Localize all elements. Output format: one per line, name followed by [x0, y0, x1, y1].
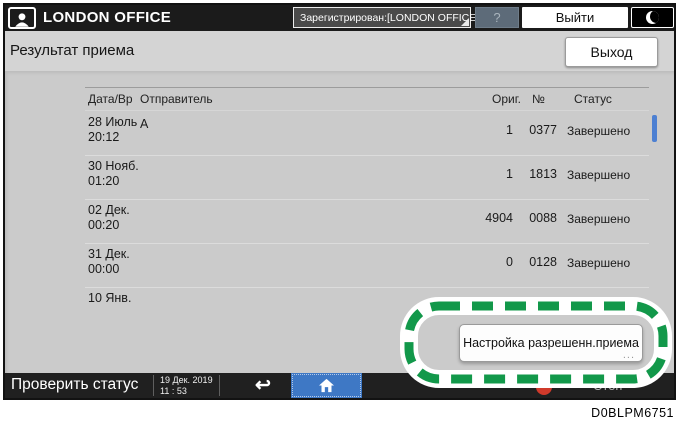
- exit-button[interactable]: Выход: [565, 37, 658, 67]
- home-button[interactable]: [291, 373, 362, 398]
- table-row[interactable]: 30 Нояб. 01:20 1 1813 Завершено: [5, 156, 674, 200]
- reception-result-panel: Дата/Вр Отправитель Ориг. № Статус 28 Ию…: [5, 71, 674, 377]
- user-name: LONDON OFFICE: [43, 9, 172, 26]
- cell-number: 0088: [529, 211, 557, 225]
- column-header-date: Дата/Вр: [88, 92, 133, 106]
- cell-status: Завершено: [567, 124, 631, 138]
- table-top-rule: [85, 87, 649, 88]
- device-screen: LONDON OFFICE Зарегистрирован:[LONDON OF…: [3, 3, 676, 400]
- footer-date: 19 Дек. 2019: [160, 375, 213, 385]
- cell-sender: A: [140, 117, 149, 131]
- footer-time: 11 : 53: [160, 385, 187, 396]
- row-divider: [85, 287, 649, 288]
- cell-date: 10 Янв.: [88, 291, 132, 305]
- sleep-mode-button[interactable]: [631, 7, 674, 28]
- settings-button-label: Настройка разрешенн.приема: [463, 336, 639, 350]
- help-button[interactable]: ?: [475, 7, 519, 28]
- cell-date: 28 Июль 20:12: [88, 115, 138, 144]
- table-row[interactable]: 10 Янв.: [5, 288, 674, 332]
- table-header-rule: [85, 110, 649, 111]
- table-row[interactable]: 02 Дек. 00:20 4904 0088 Завершено: [5, 200, 674, 244]
- home-icon: [318, 378, 335, 393]
- user-icon: [13, 12, 31, 27]
- dropdown-corner-icon: [461, 18, 469, 26]
- column-header-status: Статус: [574, 92, 612, 106]
- cell-number: 1813: [529, 167, 557, 181]
- check-status-button[interactable]: Проверить статус: [11, 376, 139, 393]
- reception-permission-settings-button[interactable]: Настройка разрешенн.приема ...: [459, 324, 643, 362]
- footer-bar: Проверить статус 19 Дек. 2019 11 : 53 ↩ …: [5, 373, 674, 398]
- scrollbar-thumb[interactable]: [652, 115, 657, 142]
- cell-status: Завершено: [567, 168, 631, 182]
- cell-originals: 0: [506, 255, 513, 269]
- table-row[interactable]: 28 Июль 20:12 A 1 0377 Завершено: [5, 112, 674, 156]
- topbar: LONDON OFFICE Зарегистрирован:[LONDON OF…: [5, 5, 674, 31]
- row-divider: [85, 155, 649, 156]
- subheader: Результат приема Выход: [5, 31, 674, 71]
- user-button[interactable]: [8, 7, 36, 29]
- login-status-text: Зарегистрирован:[LONDON OFFICE]: [300, 11, 480, 24]
- cell-number: 0128: [529, 255, 557, 269]
- cell-status: Завершено: [567, 212, 631, 226]
- column-header-number: №: [532, 92, 545, 106]
- back-icon: ↩: [255, 375, 271, 396]
- logout-button[interactable]: Выйти: [522, 7, 628, 28]
- cell-originals: 1: [506, 167, 513, 181]
- row-divider: [85, 199, 649, 200]
- more-options-indicator: ...: [622, 349, 635, 361]
- column-header-sender: Отправитель: [140, 92, 213, 106]
- row-divider: [85, 243, 649, 244]
- table-row[interactable]: 31 Дек. 00:00 0 0128 Завершено: [5, 244, 674, 288]
- page-title: Результат приема: [10, 42, 135, 59]
- datetime-display: 19 Дек. 2019 11 : 53: [153, 375, 220, 396]
- cell-date: 31 Дек. 00:00: [88, 247, 130, 276]
- cell-number: 0377: [529, 123, 557, 137]
- cell-status: Завершено: [567, 256, 631, 270]
- cell-date: 02 Дек. 00:20: [88, 203, 130, 232]
- cell-date: 30 Нояб. 01:20: [88, 159, 139, 188]
- stop-button-label[interactable]: Стоп: [593, 378, 623, 393]
- cell-originals: 4904: [485, 211, 513, 225]
- moon-icon: [646, 11, 659, 24]
- stop-icon[interactable]: [536, 379, 552, 395]
- figure-caption: D0BLPM6751: [591, 406, 674, 420]
- cell-originals: 1: [506, 123, 513, 137]
- column-header-originals: Ориг.: [492, 92, 521, 106]
- back-button[interactable]: ↩: [237, 373, 289, 398]
- login-status-dropdown[interactable]: Зарегистрирован:[LONDON OFFICE]: [293, 7, 479, 28]
- reception-table: 28 Июль 20:12 A 1 0377 Завершено 30 Нояб.…: [5, 112, 674, 332]
